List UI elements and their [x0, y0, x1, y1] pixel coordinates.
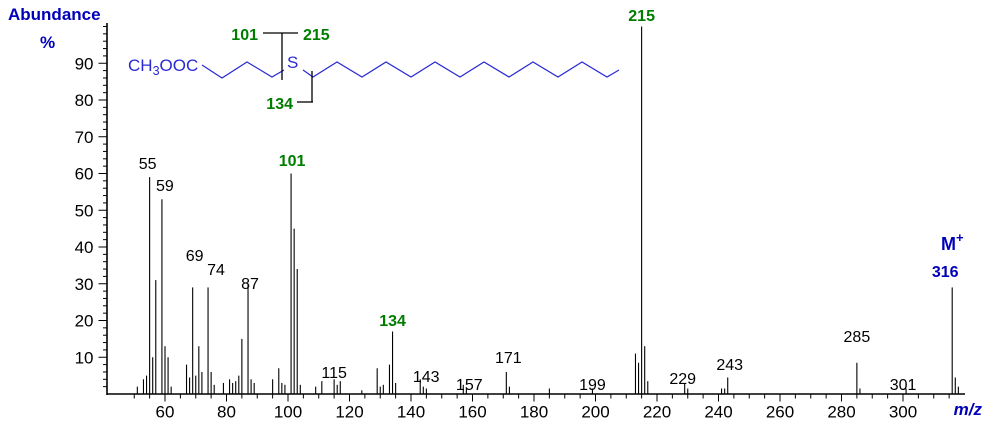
- y-axis-unit-label: %: [40, 33, 55, 52]
- x-tick-label: 180: [520, 403, 548, 422]
- peak-mass-label: 69: [186, 248, 204, 265]
- y-tick-label: 40: [75, 238, 94, 257]
- structure-bonds: [201, 61, 620, 79]
- fragmentation-marks: [263, 32, 313, 103]
- peak-mass-label: 285: [844, 329, 871, 346]
- peak-mass-label: 134: [379, 313, 406, 330]
- x-tick-label: 60: [156, 403, 175, 422]
- peak-mass-label: 301: [890, 377, 917, 394]
- peak-mass-label: 316: [932, 264, 959, 281]
- y-tick-label: 90: [75, 54, 94, 73]
- y-tick-label: 10: [75, 348, 94, 367]
- peak-mass-label: 229: [669, 371, 696, 388]
- molecular-ion-label: M+: [941, 230, 964, 254]
- x-tick-label: 160: [458, 403, 486, 422]
- x-tick-label: 240: [704, 403, 732, 422]
- y-tick-label: 30: [75, 275, 94, 294]
- peak-bars: [136, 26, 959, 394]
- peak-mass-label: 101: [279, 153, 306, 170]
- peak-mass-label: 87: [241, 276, 259, 293]
- x-tick-label: 80: [217, 403, 236, 422]
- ester-formula-text: CH3OOC: [128, 56, 198, 78]
- ester-chain-bond: [201, 61, 285, 79]
- fragment-mass-label: 215: [303, 27, 330, 44]
- formula-prefix: CH: [128, 56, 153, 75]
- x-tick-label: 140: [397, 403, 425, 422]
- y-tick-label: 70: [75, 128, 94, 147]
- chemical-structure: CH3OOC S 101 215 134: [128, 27, 620, 113]
- x-tick-label: 200: [581, 403, 609, 422]
- molecular-ion-symbol: M: [941, 234, 956, 254]
- x-tick-label: 260: [766, 403, 794, 422]
- y-tick-label: 80: [75, 91, 94, 110]
- fragment-mass-label: 101: [231, 27, 258, 44]
- peak-mass-label: 157: [456, 377, 483, 394]
- molecular-ion-charge: +: [956, 230, 964, 245]
- axes: 10 20 30 40 50 60 70 80 90 60 80 100 120 140 160 180 200…: [75, 23, 965, 422]
- fragment-mass-label: 134: [266, 96, 293, 113]
- peak-mass-label: 199: [579, 377, 606, 394]
- x-tick-label: 120: [335, 403, 363, 422]
- peak-mass-label: 74: [207, 262, 225, 279]
- alkyl-chain-bond: [302, 61, 620, 78]
- y-tick-label: 20: [75, 312, 94, 331]
- y-axis-title: Abundance: [8, 5, 101, 24]
- formula-suffix: OOC: [160, 56, 199, 75]
- peak-mass-label: 243: [716, 357, 743, 374]
- fragment-mass-labels: 101 215 134: [231, 27, 330, 113]
- peak-mass-label: 215: [628, 8, 655, 25]
- x-axis-title: m/z: [954, 400, 983, 419]
- peak-mass-label: 59: [156, 178, 174, 195]
- peak-mass-label: 115: [321, 365, 347, 382]
- sulfur-atom-label: S: [287, 53, 298, 72]
- x-tick-label: 280: [827, 403, 855, 422]
- y-tick-label: 50: [75, 201, 94, 220]
- x-tick-label: 220: [643, 403, 671, 422]
- peak-mass-label: 55: [139, 156, 157, 173]
- peak-mass-label: 143: [413, 369, 440, 386]
- peak-mass-label: 171: [495, 350, 522, 367]
- y-tick-label: 60: [75, 165, 94, 184]
- x-tick-label: 300: [889, 403, 917, 422]
- x-tick-label: 100: [274, 403, 302, 422]
- formula-subscript: 3: [153, 64, 160, 78]
